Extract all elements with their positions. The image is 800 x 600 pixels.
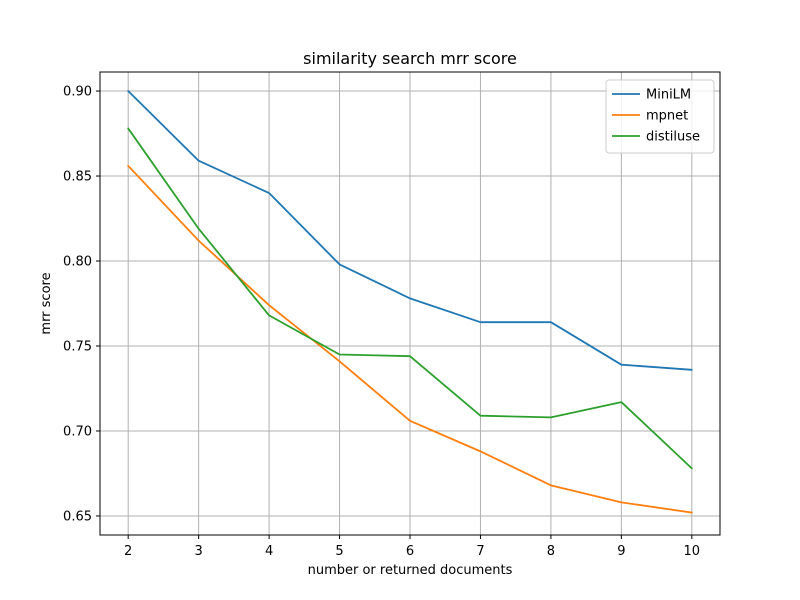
x-axis-label: number or returned documents: [308, 563, 513, 578]
legend: MiniLM mpnet distiluse: [605, 79, 715, 154]
x-tick-label: 5: [335, 544, 343, 559]
grid: [100, 72, 720, 535]
series-line-minilm: [127, 90, 693, 371]
axis-ticks: 2 3 4 5 6 7 8 9 10 0.65 0.70 0.75 0.80 0.85 0.90: [63, 85, 700, 559]
chart-title: similarity search mrr score: [303, 49, 517, 68]
y-tick-label: 0.90: [63, 85, 92, 100]
x-tick-label: 9: [617, 544, 625, 559]
x-tick-label: 3: [194, 544, 202, 559]
x-tick-label: 6: [406, 544, 414, 559]
y-tick-label: 0.85: [63, 170, 92, 185]
y-tick-label: 0.65: [63, 509, 92, 524]
y-tick-label: 0.70: [63, 424, 92, 439]
legend-label-mpnet: mpnet: [646, 109, 688, 124]
legend-frame: [605, 79, 715, 154]
x-tick-label: 2: [124, 544, 132, 559]
x-tick-label: 4: [265, 544, 273, 559]
series-line-distiluse: [127, 127, 693, 470]
y-tick-label: 0.80: [63, 255, 92, 270]
y-tick-label: 0.75: [63, 339, 92, 354]
x-tick-label: 10: [684, 544, 701, 559]
series-line-mpnet: [127, 164, 693, 514]
legend-label-distiluse: distiluse: [646, 130, 700, 145]
legend-label-minilm: MiniLM: [646, 88, 691, 103]
y-axis-label: mrr score: [39, 272, 54, 334]
x-tick-label: 7: [476, 544, 484, 559]
series-lines: [127, 90, 693, 514]
x-tick-label: 8: [547, 544, 555, 559]
